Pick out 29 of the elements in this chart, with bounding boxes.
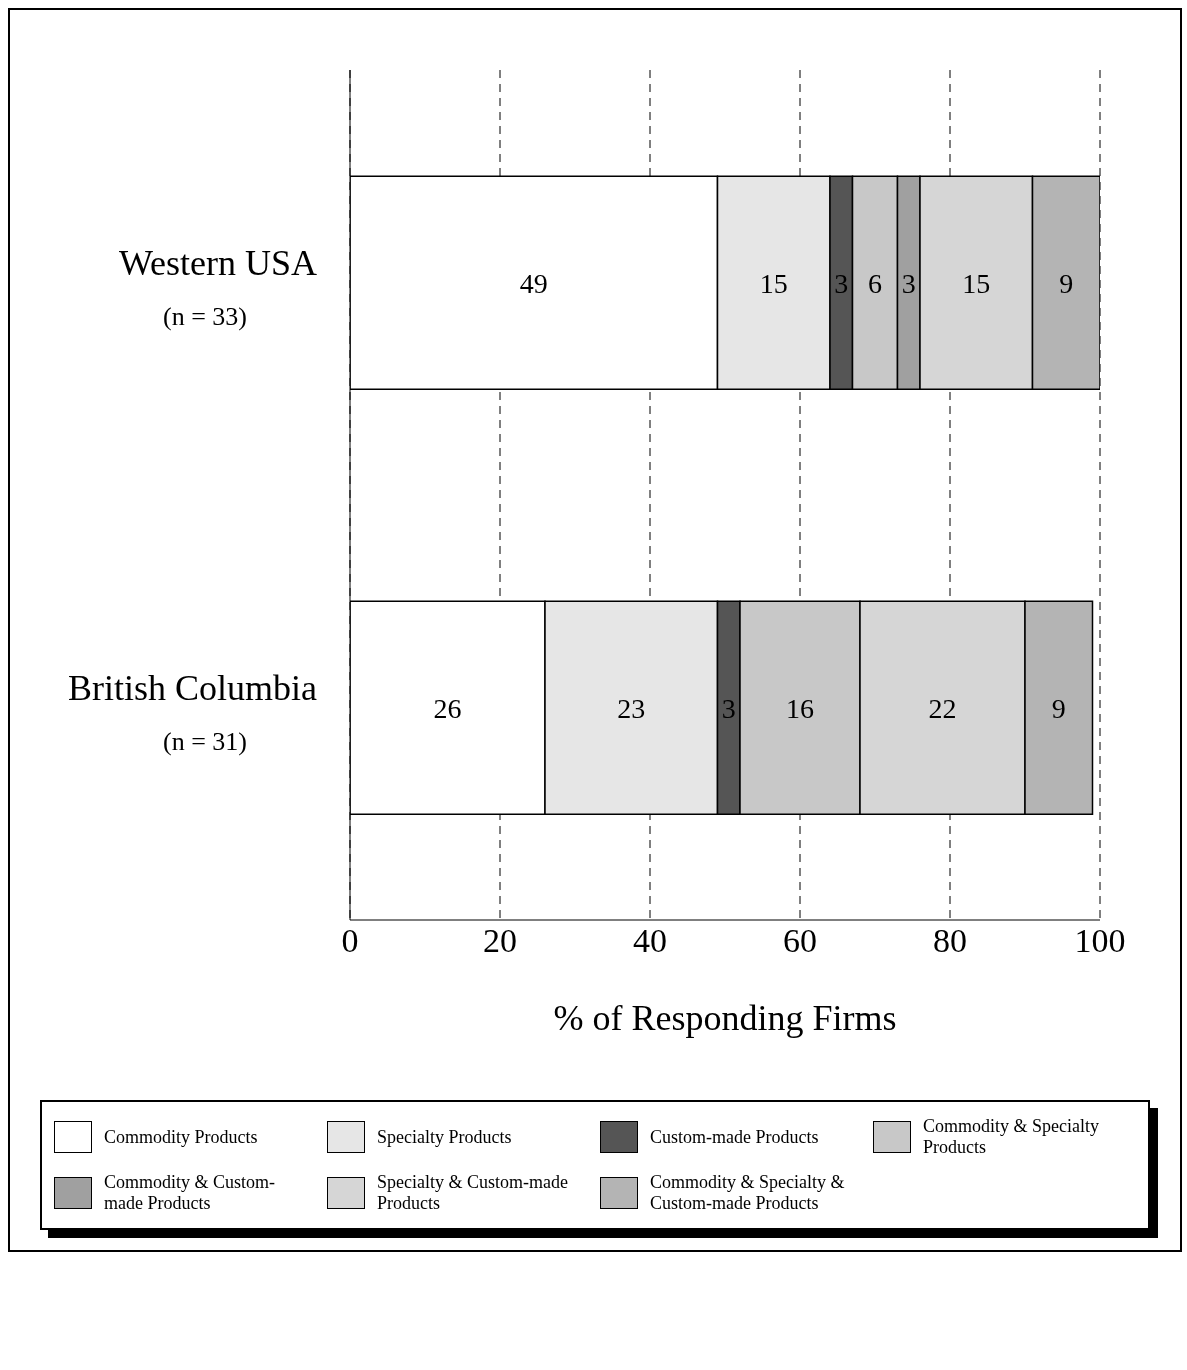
x-tick-label: 0 (341, 922, 359, 960)
legend-label: Commodity & Specialty Products (923, 1116, 1100, 1158)
data-label: 23 (617, 692, 646, 724)
data-label: 22 (928, 692, 957, 724)
x-tick-label: 20 (483, 922, 517, 960)
x-tick-label: 60 (783, 922, 817, 960)
data-label: 49 (519, 267, 548, 299)
data-label: 3 (721, 692, 736, 724)
x-tick-label: 40 (633, 922, 667, 960)
data-label: 6 (868, 267, 882, 299)
data-label: 16 (786, 692, 814, 724)
data-label: 9 (1059, 267, 1074, 299)
y-tick-label: British Columbia (n = 31) (67, 667, 318, 756)
legend-label: Commodity & Specialty & Custom-made Products (650, 1172, 846, 1214)
legend-label: Commodity & Custom-made Products (104, 1172, 277, 1214)
legend-label: Commodity Products (104, 1126, 258, 1148)
legend-label: Custom-made Products (650, 1126, 819, 1148)
data-label: 9 (1051, 692, 1066, 724)
x-axis-title: % of Responding Firms (553, 998, 897, 1038)
y-tick-label: Western USA (n = 33) (118, 242, 317, 331)
x-tick-label: 80 (933, 922, 967, 960)
x-tick-label: 100 (1074, 922, 1126, 960)
data-label: 15 (962, 267, 991, 299)
legend-label: Specialty Products (377, 1126, 512, 1148)
data-label: 3 (834, 267, 849, 299)
data-label: 26 (433, 692, 462, 724)
legend-label: Specialty & Custom-made Products (377, 1172, 569, 1214)
data-label: 15 (759, 267, 788, 299)
data-label: 3 (901, 267, 916, 299)
